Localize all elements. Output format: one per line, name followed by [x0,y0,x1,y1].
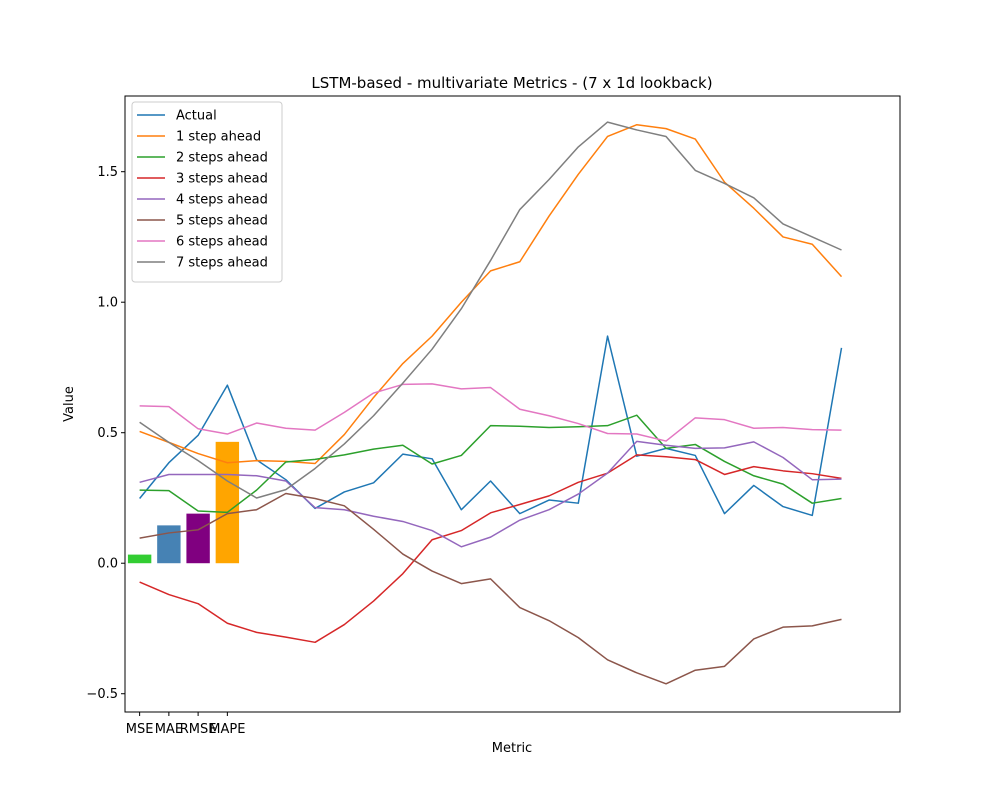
chart-title: LSTM-based - multivariate Metrics - (7 x… [311,74,712,92]
metric-bar-rmse [186,513,210,564]
y-tick-label: 0.5 [97,426,118,441]
legend-label: 3 steps ahead [176,172,268,187]
series-line-5-steps-ahead [139,492,842,685]
legend-label: Actual [176,109,217,124]
bars-layer [127,441,240,564]
series-line-2-steps-ahead [139,414,842,514]
legend: Actual 1 step ahead 2 steps ahead 3 steps a… [131,101,283,283]
legend-label: 1 step ahead [176,130,261,145]
y-tick-label: 0.0 [97,557,118,572]
series-line-3-steps-ahead [139,454,842,644]
y-axis-ticks: −0.5 0.0 0.5 1.0 1.5 [86,165,125,702]
plot-area-frame [124,95,901,713]
legend-label: 6 steps ahead [176,235,268,250]
y-tick-label: 1.5 [97,165,118,180]
series-line-7-steps-ahead [139,121,842,499]
legend-box [131,101,283,283]
y-tick-label: 1.0 [97,296,118,311]
x-tick-label-mae: MAE [155,722,183,737]
series-line-actual [139,335,843,517]
metric-bar-mse [127,554,152,564]
series-line-6-steps-ahead [139,383,842,442]
y-axis-label: Value [62,386,77,422]
series-line-4-steps-ahead [139,440,842,548]
legend-label: 4 steps ahead [176,193,268,208]
metric-bar-mape [215,441,240,564]
legend-label: 7 steps ahead [176,256,268,271]
legend-label: 5 steps ahead [176,214,268,229]
lines-layer [139,121,843,685]
x-tick-label-rmse: RMSE [180,722,217,737]
metric-bar-mae [157,525,181,564]
x-axis-label: Metric [492,741,532,756]
x-tick-label-mse: MSE [126,722,154,737]
y-tick-label: −0.5 [86,687,118,702]
x-tick-label-mape: MAPE [209,722,245,737]
series-line-1-step-ahead [139,123,843,465]
legend-label: 2 steps ahead [176,151,268,166]
